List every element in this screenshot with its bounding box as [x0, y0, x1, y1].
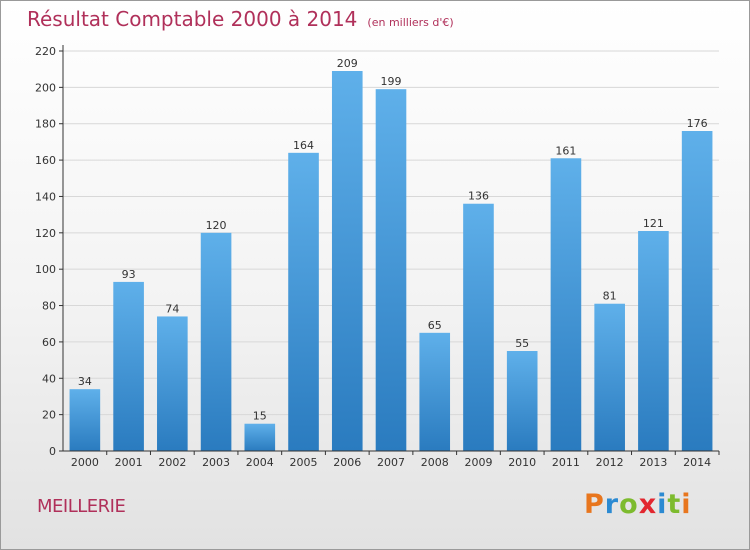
- data-label: 34: [78, 375, 92, 388]
- bars: [69, 71, 713, 452]
- data-label: 121: [643, 217, 664, 230]
- y-tick-label: 0: [49, 445, 56, 458]
- y-tick-label: 60: [42, 336, 56, 349]
- bar-2004: [244, 423, 276, 451]
- data-label: 55: [515, 337, 529, 350]
- x-tick-label: 2007: [377, 456, 405, 469]
- bar-2001: [113, 281, 144, 451]
- x-tick-label: 2012: [596, 456, 624, 469]
- data-label: 136: [468, 190, 489, 203]
- y-tick-label: 80: [42, 300, 56, 313]
- bar-2010: [506, 351, 538, 451]
- data-label: 65: [428, 319, 442, 332]
- y-tick-label: 220: [35, 45, 56, 58]
- data-label: 15: [253, 410, 267, 423]
- bar-2003: [200, 232, 232, 451]
- brand-letter: i: [657, 489, 668, 520]
- y-tick-label: 40: [42, 372, 56, 385]
- data-labels: 34 93 74 120 15 164 209 199 65 136 55 161 81 121 176: [78, 57, 708, 423]
- bar-2006: [331, 71, 363, 451]
- brand-letter: P: [584, 489, 605, 520]
- data-label: 164: [293, 139, 314, 152]
- axes: 0 20 40 60 80 100 120 140 160 180 200 220 2000 2001 20…: [35, 45, 720, 469]
- brand-letter: i: [681, 489, 692, 520]
- brand-letter: x: [638, 489, 658, 520]
- x-tick-label: 2001: [115, 456, 143, 469]
- chart-title: Résultat Comptable 2000 à 2014: [27, 7, 358, 31]
- data-label: 120: [206, 219, 227, 232]
- x-tick-label: 2002: [158, 456, 186, 469]
- y-tick-label: 120: [35, 227, 56, 240]
- x-tick-label: 2000: [71, 456, 99, 469]
- y-tick-label: 100: [35, 263, 56, 276]
- bar-2012: [594, 303, 625, 451]
- data-label: 93: [122, 268, 136, 281]
- x-tick-label: 2003: [202, 456, 230, 469]
- y-tick-label: 140: [35, 190, 56, 203]
- y-tick-label: 20: [42, 409, 56, 422]
- brand-letter: r: [604, 489, 620, 520]
- bar-2002: [157, 316, 188, 451]
- y-tick-label: 200: [35, 81, 56, 94]
- bar-chart: 34 93 74 120 15 164 209 199 65 136 55 161 81 121 176 0…: [35, 45, 720, 469]
- data-label: 74: [165, 302, 179, 315]
- x-tick-label: 2013: [639, 456, 667, 469]
- x-tick-label: 2005: [290, 456, 318, 469]
- bar-2011: [550, 158, 582, 452]
- y-tick-label: 160: [35, 154, 56, 167]
- bar-2000: [69, 389, 101, 451]
- data-label: 81: [603, 290, 617, 303]
- brand-logo: Proxiti: [584, 489, 692, 520]
- data-label: 161: [555, 144, 576, 157]
- x-tick-label: 2011: [552, 456, 580, 469]
- data-label: 176: [687, 117, 708, 130]
- bar-2014: [681, 131, 713, 451]
- x-tick-label: 2006: [333, 456, 361, 469]
- x-tick-label: 2010: [508, 456, 536, 469]
- bar-2005: [288, 152, 319, 451]
- location-name: MEILLERIE: [37, 496, 126, 517]
- x-tick-label: 2008: [421, 456, 449, 469]
- x-tick-label: 2004: [246, 456, 274, 469]
- bar-2009: [463, 203, 494, 451]
- data-label: 209: [337, 57, 358, 70]
- x-tick-label: 2014: [683, 456, 711, 469]
- bar-2007: [375, 89, 407, 451]
- brand-letter: t: [667, 489, 682, 520]
- data-label: 199: [381, 75, 402, 88]
- chart-subtitle: (en milliers d'€): [367, 16, 454, 29]
- x-tick-label: 2009: [464, 456, 492, 469]
- bar-2008: [419, 332, 451, 451]
- y-tick-label: 180: [35, 118, 56, 131]
- bar-2013: [638, 231, 669, 451]
- brand-letter: o: [619, 489, 639, 520]
- title-row: Résultat Comptable 2000 à 2014 (en millie…: [27, 7, 454, 31]
